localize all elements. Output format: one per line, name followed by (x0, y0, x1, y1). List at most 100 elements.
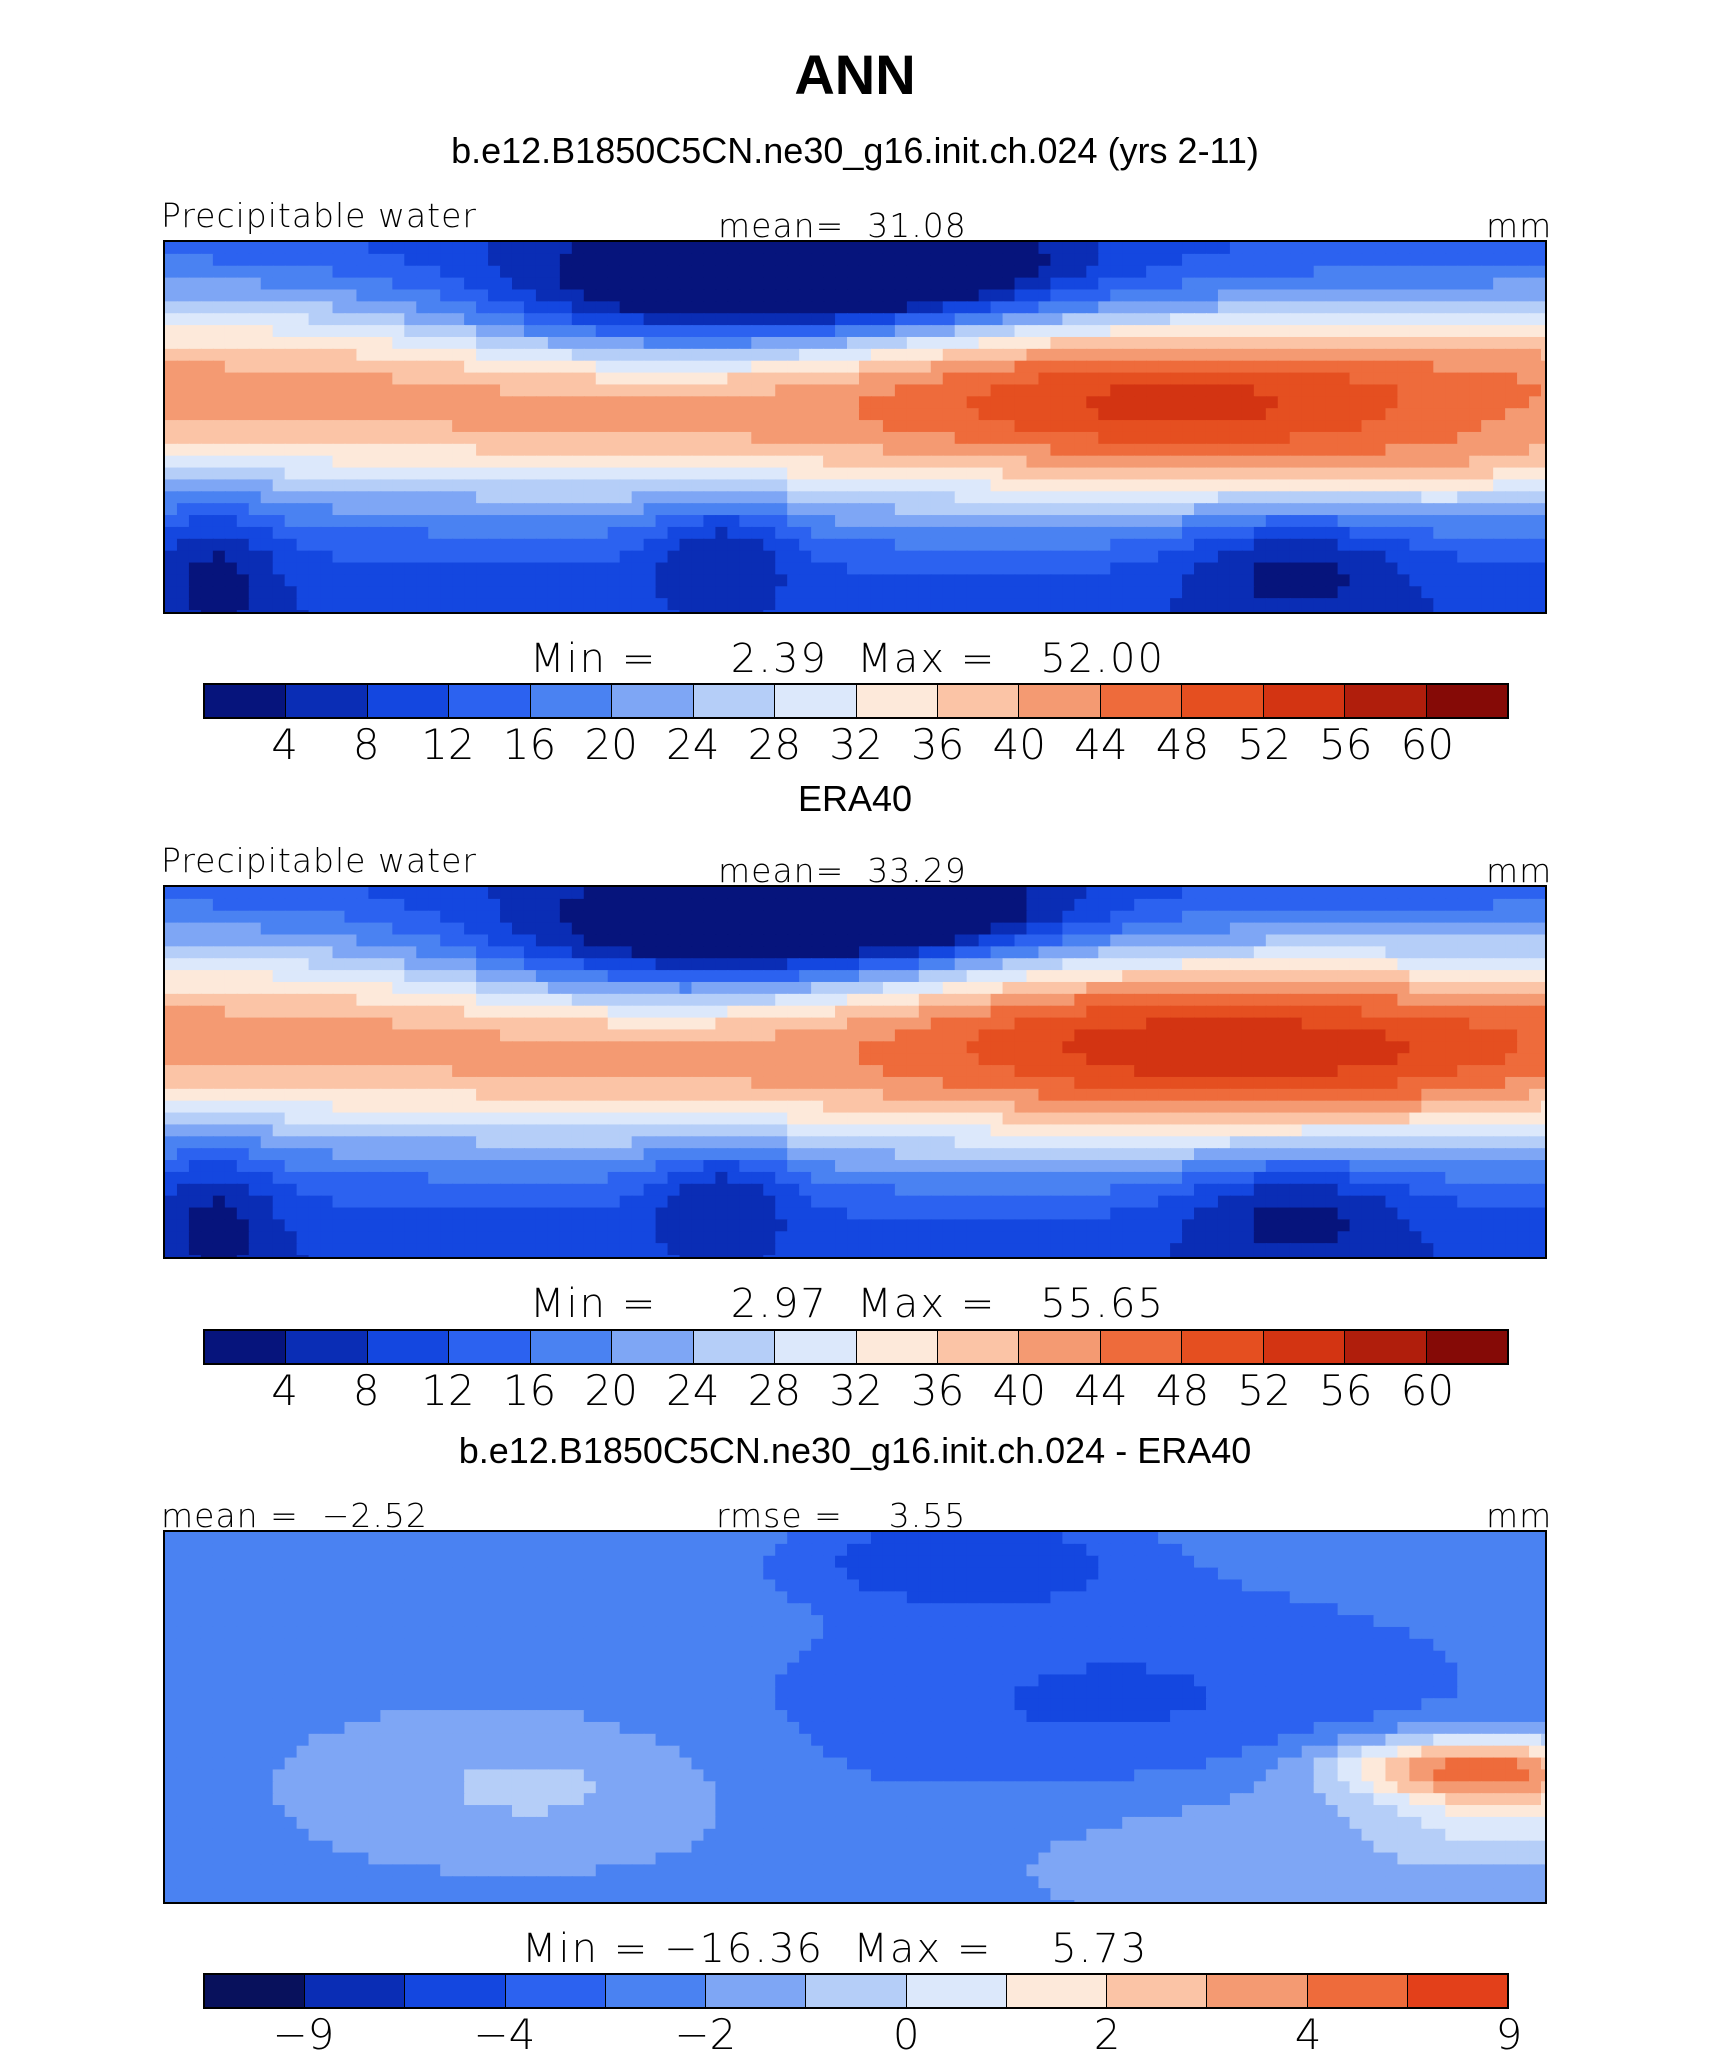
field-cell (1086, 574, 1100, 588)
field-cell (990, 610, 1004, 612)
field-cell (1469, 479, 1483, 493)
field-cell (1409, 491, 1423, 505)
field-cell (344, 277, 358, 291)
field-cell (835, 443, 849, 457)
field-cell (1253, 431, 1267, 445)
field-cell (1134, 993, 1148, 1007)
field-cell (511, 242, 525, 255)
field-cell (1134, 396, 1148, 410)
field-cell (188, 922, 202, 936)
field-cell (727, 467, 741, 481)
field-cell (667, 408, 681, 422)
field-cell (1457, 574, 1471, 588)
field-cell (440, 372, 454, 386)
field-cell (1241, 491, 1255, 505)
field-cell (1457, 934, 1471, 948)
field-cell (1421, 538, 1435, 552)
field-cell (1026, 562, 1040, 576)
field-cell (200, 898, 214, 912)
field-cell (894, 301, 908, 315)
field-cell (1253, 574, 1267, 588)
field-cell (224, 348, 238, 362)
field-cell (1301, 455, 1315, 469)
field-cell (631, 420, 645, 433)
field-cell (906, 981, 920, 995)
field-cell (1002, 443, 1016, 457)
field-cell (954, 336, 968, 350)
field-cell (990, 958, 1004, 972)
field-cell (954, 396, 968, 410)
field-cell (404, 360, 418, 374)
field-cell (1194, 946, 1207, 960)
field-cell (1457, 277, 1471, 291)
field-cell (1301, 934, 1315, 948)
field-cell (1205, 479, 1219, 493)
field-cell (356, 562, 370, 576)
field-cell (918, 1005, 932, 1019)
field-cell (1253, 242, 1267, 255)
field-cell (248, 289, 262, 303)
field-cell (1313, 526, 1327, 540)
field-cell (1182, 455, 1196, 469)
field-cell (1457, 970, 1471, 983)
field-cell (1373, 479, 1387, 493)
field-cell (607, 550, 621, 564)
field-cell (559, 313, 573, 327)
field-cell (811, 265, 825, 279)
field-cell (1433, 420, 1447, 433)
field-cell (787, 372, 801, 386)
field-cell (236, 922, 250, 936)
field-cell (799, 922, 813, 936)
field-cell (1217, 491, 1231, 505)
field-cell (1421, 922, 1435, 936)
field-cell (990, 515, 1004, 528)
field-cell (404, 348, 418, 362)
field-cell (607, 420, 621, 433)
field-cell (763, 1005, 777, 1019)
field-cell (1541, 562, 1545, 576)
field-cell (679, 336, 693, 350)
field-cell (1421, 970, 1435, 983)
field-cell (847, 550, 860, 564)
field-cell (296, 515, 310, 528)
field-cell (1421, 360, 1435, 374)
field-cell (1505, 515, 1519, 528)
field-cell (500, 515, 513, 528)
field-cell (990, 396, 1004, 410)
field-cell (799, 934, 813, 948)
field-cell (356, 574, 370, 588)
field-cell (643, 562, 657, 576)
field-cell (763, 301, 777, 315)
field-cell (1014, 396, 1028, 410)
field-cell (607, 887, 621, 900)
field-cell (1194, 538, 1207, 552)
field-cell (1397, 586, 1411, 600)
field-cell (643, 479, 657, 493)
field-cell (1062, 946, 1076, 960)
field-cell (595, 253, 609, 267)
field-cell (1493, 515, 1507, 528)
field-cell (1433, 958, 1447, 972)
field-cell (476, 526, 490, 540)
field-cell (200, 515, 214, 528)
field-cell (1397, 610, 1411, 612)
field-cell (978, 898, 992, 912)
field-cell (1457, 325, 1471, 338)
field-cell (272, 265, 286, 279)
field-cell (212, 946, 226, 960)
field-cell (1301, 265, 1315, 279)
field-cell (1361, 898, 1375, 912)
field-cell (1397, 313, 1411, 327)
field-cell (1205, 301, 1219, 315)
field-cell (1241, 970, 1255, 983)
field-cell (811, 538, 825, 552)
field-cell (1277, 887, 1291, 900)
field-cell (631, 550, 645, 564)
field-cell (1277, 958, 1291, 972)
field-cell (476, 301, 490, 315)
field-cell (691, 301, 705, 315)
field-cell (224, 574, 238, 588)
field-cell (200, 958, 214, 972)
field-cell (1457, 455, 1471, 469)
field-cell (1277, 265, 1291, 279)
